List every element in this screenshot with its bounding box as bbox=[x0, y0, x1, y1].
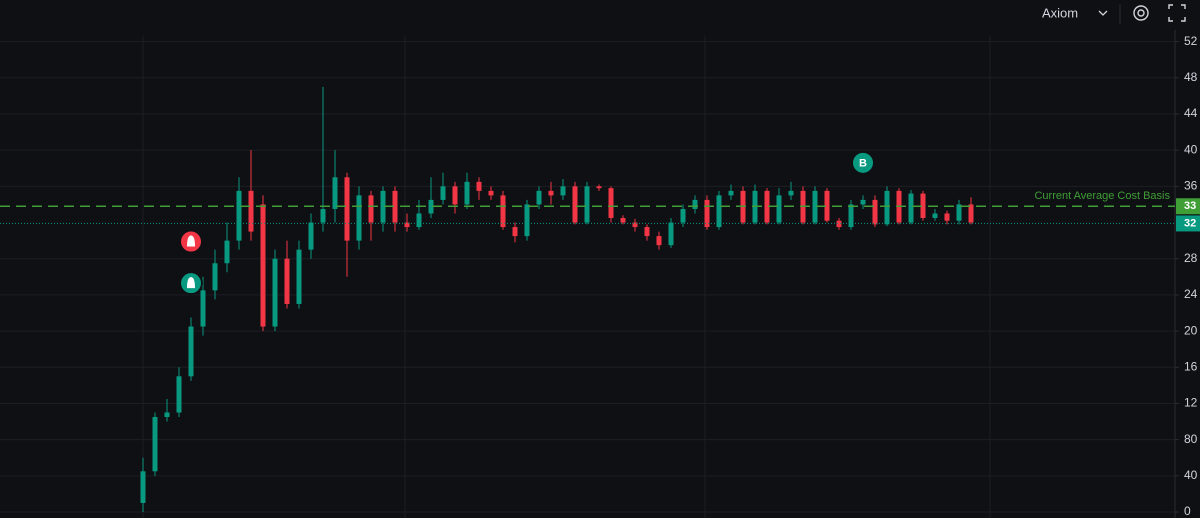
candle-body bbox=[200, 290, 206, 327]
y-tick-label: 52 bbox=[1184, 34, 1198, 48]
candle-body bbox=[188, 326, 194, 377]
candle-body bbox=[644, 227, 650, 237]
y-tick-label: 48 bbox=[1184, 70, 1198, 84]
candle-body bbox=[608, 188, 614, 219]
candle-body bbox=[956, 204, 962, 221]
marker-label: B bbox=[859, 158, 867, 170]
candle-body bbox=[764, 190, 770, 223]
candle-body bbox=[812, 190, 818, 223]
candle-body bbox=[572, 186, 578, 223]
candle-body bbox=[560, 186, 566, 196]
price-label-bg bbox=[1176, 215, 1200, 232]
candle-body bbox=[512, 227, 518, 237]
candle-body bbox=[500, 195, 506, 228]
candle-body bbox=[944, 213, 950, 221]
candle-body bbox=[164, 412, 170, 418]
candle-body bbox=[776, 195, 782, 223]
candle-body bbox=[476, 181, 482, 191]
candle-body bbox=[272, 258, 278, 327]
trade-marker bbox=[851, 150, 875, 175]
price-label: 32 bbox=[1184, 217, 1196, 229]
candle-body bbox=[440, 186, 446, 200]
candle-body bbox=[176, 376, 182, 413]
candle-body bbox=[596, 186, 602, 189]
candle-body bbox=[848, 204, 854, 228]
y-tick-label: 16 bbox=[1184, 359, 1198, 373]
candle-body bbox=[284, 258, 290, 304]
candle-body bbox=[404, 222, 410, 228]
candle-body bbox=[416, 213, 422, 228]
y-tick-label: 80 bbox=[1184, 432, 1198, 446]
candle-body bbox=[524, 204, 530, 237]
candle-body bbox=[692, 199, 698, 209]
source-name[interactable]: Axiom bbox=[1042, 5, 1078, 20]
dropdown-icon[interactable] bbox=[1098, 10, 1108, 16]
candle-body bbox=[308, 222, 314, 250]
candle-body bbox=[248, 190, 254, 232]
candle-body bbox=[356, 195, 362, 241]
candle-body bbox=[632, 222, 638, 228]
y-tick-label: 20 bbox=[1184, 323, 1198, 337]
candle-body bbox=[452, 186, 458, 205]
candle-body bbox=[488, 190, 494, 196]
candle-body bbox=[464, 181, 470, 205]
y-tick-label: 0 bbox=[1184, 504, 1191, 518]
marker-icon bbox=[187, 277, 195, 289]
fullscreen-icon[interactable] bbox=[1168, 4, 1186, 22]
y-tick-label: 36 bbox=[1184, 179, 1198, 193]
plot bbox=[0, 41, 1175, 513]
candle-body bbox=[584, 186, 590, 223]
candle-body bbox=[668, 222, 674, 246]
candle-body bbox=[716, 195, 722, 228]
y-tick-label: 24 bbox=[1184, 287, 1198, 301]
candle-body bbox=[908, 193, 914, 223]
marker-icon bbox=[187, 235, 195, 247]
candle-body bbox=[392, 190, 398, 223]
candle-body bbox=[620, 218, 626, 223]
price-line-name: Current Average Cost Basis bbox=[1034, 190, 1170, 202]
settings-icon[interactable] bbox=[1133, 5, 1149, 21]
candle-body bbox=[380, 190, 386, 223]
candle-body bbox=[320, 208, 326, 223]
candle-body bbox=[872, 199, 878, 225]
candle-body bbox=[788, 190, 794, 196]
candle-body bbox=[836, 220, 842, 228]
candle-body bbox=[680, 208, 686, 223]
candle-body bbox=[212, 263, 218, 291]
candle-body bbox=[932, 213, 938, 219]
candle-body bbox=[968, 204, 974, 223]
candle-body bbox=[260, 204, 266, 327]
candle-body bbox=[140, 471, 146, 503]
candle-body bbox=[656, 236, 662, 246]
y-tick-label: 28 bbox=[1184, 251, 1198, 265]
y-tick-label: 40 bbox=[1184, 468, 1198, 482]
y-tick-label: 40 bbox=[1184, 142, 1198, 156]
candle-body bbox=[344, 177, 350, 241]
price-label: 33 bbox=[1184, 200, 1196, 212]
candle-body bbox=[368, 195, 374, 223]
y-tick-label: 44 bbox=[1184, 106, 1198, 120]
candle-body bbox=[428, 199, 434, 214]
candle-body bbox=[296, 249, 302, 304]
candle-body bbox=[548, 190, 554, 196]
candle-body bbox=[824, 190, 830, 221]
candle-body bbox=[152, 417, 158, 472]
candle-body bbox=[728, 190, 734, 196]
candle-body bbox=[236, 190, 242, 241]
candle-body bbox=[224, 240, 230, 264]
candle-body bbox=[704, 199, 710, 228]
candle-body bbox=[536, 190, 542, 205]
candle-body bbox=[860, 199, 866, 205]
price-label-bg bbox=[1176, 198, 1200, 215]
candle-body bbox=[332, 177, 338, 209]
candle-body bbox=[920, 193, 926, 219]
y-tick-label: 12 bbox=[1184, 396, 1198, 410]
candle-body bbox=[884, 190, 890, 225]
